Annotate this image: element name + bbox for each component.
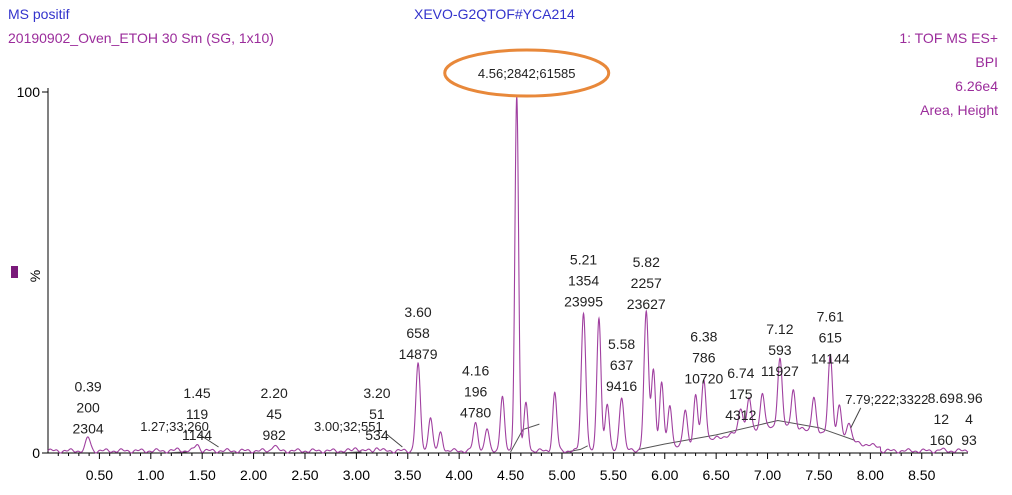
baseline-segment <box>346 451 362 454</box>
peak-label-text: 4.56;2842;61585 <box>478 66 576 81</box>
peak-leader-line <box>386 433 403 448</box>
peak-label-line: 593 <box>768 342 792 358</box>
peak-label-line: 1.45 <box>183 385 210 401</box>
bpi-trace-line <box>47 96 969 454</box>
x-tick-label: 3.00 <box>343 467 370 483</box>
x-tick-label: 7.50 <box>805 467 832 483</box>
highlight-ellipse <box>443 48 611 98</box>
peak-label-text: 7.79;222;3322 <box>845 392 928 407</box>
peak-label-line: 5.82 <box>633 254 660 270</box>
peak-label-line: 8.69 <box>928 390 955 406</box>
peak-label-line: 93 <box>961 432 977 448</box>
peak-label-line: 0.39 <box>74 379 101 395</box>
x-tick-label: 8.00 <box>857 467 884 483</box>
peak-label-line: 5.21 <box>570 252 597 268</box>
peak-label-line: 7.61 <box>817 308 844 324</box>
peak-label-line: 786 <box>692 349 716 365</box>
peak-label-line: 200 <box>76 400 100 416</box>
peak-label-line: 12 <box>933 411 949 427</box>
peak-label-line: 23627 <box>627 296 666 312</box>
peak-label-line: 4 <box>965 411 973 427</box>
x-tick-label: 3.50 <box>394 467 421 483</box>
y-axis-label: % <box>27 270 43 282</box>
peak-label-line: 11927 <box>761 363 799 379</box>
y-tick-label: 100 <box>17 84 41 100</box>
y-tick-label: 0 <box>32 445 40 461</box>
peak-label-text: 3.00;32;551 <box>314 419 383 434</box>
x-tick-label: 5.50 <box>600 467 627 483</box>
label-mode: Area, Height <box>920 102 998 118</box>
x-tick-label: 1.00 <box>137 467 164 483</box>
x-tick-label: 5.00 <box>548 467 575 483</box>
peak-label-text: 1.27;33;260 <box>140 419 209 434</box>
peak-label-line: 534 <box>365 427 389 443</box>
x-tick-label: 7.00 <box>754 467 781 483</box>
peak-label-line: 3.60 <box>404 304 431 320</box>
peak-label-line: 119 <box>186 406 209 422</box>
bpi-trace <box>47 96 969 454</box>
x-tick-label: 4.50 <box>497 467 524 483</box>
peak-label-line: 9416 <box>606 378 637 394</box>
ms-mode-label: MS positif <box>8 6 70 22</box>
x-tick-label: 2.00 <box>240 467 267 483</box>
peak-label-line: 658 <box>406 325 430 341</box>
peak-label-line: 4780 <box>460 405 491 421</box>
legend-swatch <box>11 266 18 278</box>
peak-label-line: 6.74 <box>727 365 754 381</box>
peak-label-line: 14879 <box>399 346 438 362</box>
baseline-segment <box>171 451 187 454</box>
x-tick-label: 6.50 <box>703 467 730 483</box>
x-tick-label: 8.50 <box>908 467 935 483</box>
peak-label-line: 3.20 <box>363 385 390 401</box>
sample-name: 20190902_Oven_ETOH 30 Sm (SG, 1x10) <box>8 30 274 46</box>
instrument-title: XEVO-G2QTOF#YCA214 <box>414 6 575 22</box>
baseline-segment <box>638 419 856 450</box>
trace-type: BPI <box>975 54 998 70</box>
peak-label-line: 1144 <box>182 427 212 443</box>
peak-label-line: 1354 <box>568 273 599 289</box>
peak-label-line: 615 <box>819 329 843 345</box>
peak-label-line: 10720 <box>684 370 723 386</box>
x-tick-label: 0.50 <box>86 467 113 483</box>
peak-label-line: 175 <box>729 386 753 402</box>
peak-label-line: 2304 <box>73 421 104 437</box>
x-tick-label: 1.50 <box>189 467 216 483</box>
peak-label-line: 14144 <box>811 350 850 366</box>
peak-leader-line <box>198 433 219 448</box>
peak-label-line: 7.12 <box>766 321 793 337</box>
peak-label-line: 2257 <box>631 275 662 291</box>
peak-label-line: 196 <box>464 384 488 400</box>
peak-label-line: 5.58 <box>608 336 635 352</box>
peak-label-line: 8.96 <box>955 390 982 406</box>
scan-function: 1: TOF MS ES+ <box>899 30 998 46</box>
baseline-segment <box>510 423 540 453</box>
peak-label-line: 45 <box>266 406 282 422</box>
peak-label-line: 2.20 <box>261 385 288 401</box>
baseline-segment <box>567 445 588 453</box>
peak-label-line: 982 <box>262 427 286 443</box>
chart-axes: 0 100% 0.50 1.00 1.50 2.00 2.50 3.00 3.50 4.00 4.5… <box>11 84 968 483</box>
peak-label-line: 160 <box>930 432 954 448</box>
highlight-overlay <box>443 48 611 98</box>
x-tick-label: 2.50 <box>291 467 318 483</box>
peak-label-line: 23995 <box>564 294 603 310</box>
peak-label-line: 4312 <box>725 407 756 423</box>
peak-label-line: 6.38 <box>690 328 717 344</box>
x-tick-label: 6.00 <box>651 467 678 483</box>
peak-label-line: 637 <box>610 357 634 373</box>
peak-leader-line <box>850 407 862 429</box>
max-intensity: 6.26e4 <box>955 78 998 94</box>
peak-label-line: 51 <box>369 406 385 422</box>
peak-label-line: 4.16 <box>462 363 489 379</box>
x-tick-label: 4.00 <box>446 467 473 483</box>
